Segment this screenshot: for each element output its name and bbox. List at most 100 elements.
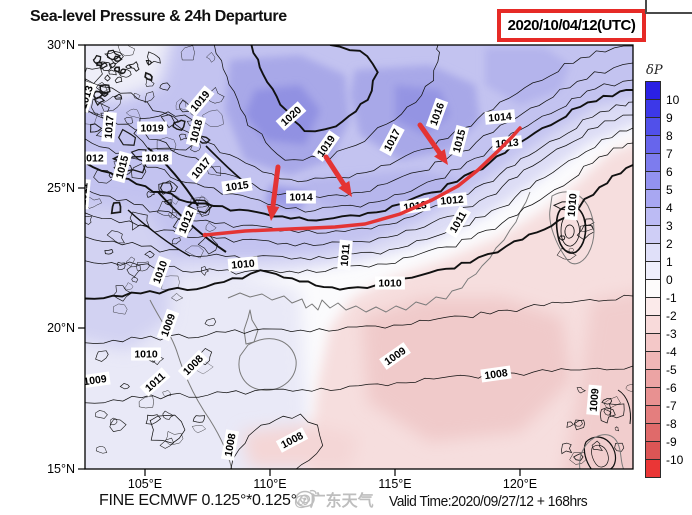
front-arrow-2	[323, 154, 352, 197]
colorbar-segment	[645, 117, 661, 136]
colorbar-segment	[645, 441, 661, 460]
colorbar-tick-label: -4	[666, 345, 677, 359]
colorbar-tick-label: -2	[666, 309, 677, 323]
svg-text:1019: 1019	[140, 123, 164, 135]
svg-text:1018: 1018	[145, 153, 169, 165]
isobar-label-1017: 1017	[101, 111, 117, 143]
lat-tick-label: 15°N	[47, 462, 75, 476]
isobar-1020	[250, 45, 379, 133]
lon-tick-label: 115°E	[378, 477, 411, 491]
isobar-label-1011: 1011	[52, 121, 83, 150]
colorbar-tick-label: 3	[666, 219, 673, 233]
isobar-label-1009: 1009	[83, 371, 111, 389]
corner-fragment	[645, 0, 692, 14]
colorbar-tick-label: 7	[666, 147, 673, 161]
front-path	[203, 126, 522, 237]
isobar-1009	[85, 294, 633, 344]
colorbar-segment	[645, 351, 661, 370]
isobar-label-1011: 1011	[337, 239, 353, 271]
colorbar-tick-label: -6	[666, 381, 677, 395]
colorbar-segment	[645, 297, 661, 316]
svg-text:1017: 1017	[103, 115, 117, 139]
svg-text:1010: 1010	[134, 349, 158, 361]
colorbar-tick-label: 9	[666, 111, 673, 125]
chart-title: Sea-level Pressure & 24h Departure	[30, 8, 287, 25]
colorbar-segment	[645, 315, 661, 334]
svg-text:1009: 1009	[83, 373, 108, 388]
svg-text:1010: 1010	[566, 193, 580, 217]
colorbar-tick-label: 1	[666, 255, 673, 269]
pressure-departure-shading	[85, 45, 633, 469]
colorbar-tick-label: 2	[666, 237, 673, 251]
cold-front-line	[202, 126, 522, 238]
svg-text:1010: 1010	[378, 278, 402, 290]
shade-blue-med-3	[485, 48, 570, 105]
isobar-label-1014: 1014	[484, 109, 516, 125]
isobar-label-1018: 1018	[142, 151, 172, 165]
colorbar	[645, 81, 661, 478]
lat-tick-label: 30°N	[47, 38, 75, 52]
svg-text:1014: 1014	[55, 77, 71, 102]
svg-text:1012: 1012	[440, 194, 464, 208]
colorbar-segment	[645, 369, 661, 388]
colorbar-tick-label: -5	[666, 363, 677, 377]
colorbar-segment	[645, 405, 661, 424]
colorbar-segment	[645, 135, 661, 154]
isobar-label-1010: 1010	[564, 189, 580, 221]
svg-text:1011: 1011	[56, 124, 81, 148]
colorbar-segment	[645, 387, 661, 406]
front-motion-arrows	[266, 122, 448, 221]
isobar-label-1015: 1015	[448, 124, 470, 158]
isobar-1008	[230, 413, 324, 469]
isobar-label-1010: 1010	[131, 347, 161, 361]
axis-ticks: 30°N 25°N 20°N 15°N 105°E 110°E 115°E 120°E	[47, 38, 537, 491]
svg-text:1014: 1014	[488, 111, 512, 125]
colorbar-segment	[645, 243, 661, 262]
isobar-label-1019: 1019	[137, 121, 167, 135]
colorbar-tick-label: -8	[666, 417, 677, 431]
colorbar-tick-label: -9	[666, 435, 677, 449]
isobar-1009	[149, 414, 186, 444]
isobar-label-1008: 1008	[480, 365, 512, 383]
colorbar-segment	[645, 423, 661, 442]
lon-tick-label: 120°E	[503, 477, 537, 491]
isobar-label-1010: 1010	[227, 256, 259, 272]
weibo-watermark: @广东天气	[294, 487, 374, 511]
colorbar-segment	[645, 459, 661, 478]
shade-pink-deep-2	[563, 292, 633, 469]
map-frame	[84, 44, 634, 470]
svg-text:1015: 1015	[451, 128, 469, 154]
isobar-label-1013: 1013	[77, 80, 97, 114]
colorbar-segment	[645, 153, 661, 172]
isobar-label-1008: 1008	[221, 429, 239, 461]
isobar-label-1018: 1018	[185, 114, 207, 148]
valid-time-caption: Valid Time:2020/09/27/12 + 168hrs	[389, 493, 588, 510]
svg-text:1011: 1011	[339, 243, 353, 267]
lat-tick-label: 25°N	[47, 181, 75, 195]
isobar-1012	[85, 127, 633, 261]
colorbar-segment	[645, 279, 661, 298]
colorbar-segment	[645, 171, 661, 190]
svg-text:1010: 1010	[231, 258, 255, 272]
colorbar-tick-label: 8	[666, 129, 673, 143]
colorbar-tick-label: 10	[666, 93, 680, 107]
svg-text:1013: 1013	[77, 84, 96, 110]
svg-text:1009: 1009	[588, 388, 602, 412]
isobar-1017	[85, 62, 633, 198]
colorbar-title: δP	[646, 63, 663, 78]
front-arrow-3	[417, 122, 448, 165]
isobar-label-1014: 1014	[286, 190, 316, 204]
svg-text:1014: 1014	[289, 192, 313, 204]
svg-text:1015: 1015	[114, 154, 132, 180]
isobar-label-1009: 1009	[586, 384, 602, 416]
colorbar-segment	[645, 333, 661, 352]
isobar-label-1010: 1010	[375, 276, 405, 290]
isobar-label-1015: 1015	[111, 150, 133, 184]
shade-pink-deep-3	[242, 424, 358, 468]
colorbar-segment	[645, 261, 661, 280]
shade-pink-deep-1	[362, 298, 572, 442]
datetime-box: 2020/10/04/12(UTC)	[497, 9, 646, 42]
isobar-label-1011: 1011	[85, 178, 91, 210]
